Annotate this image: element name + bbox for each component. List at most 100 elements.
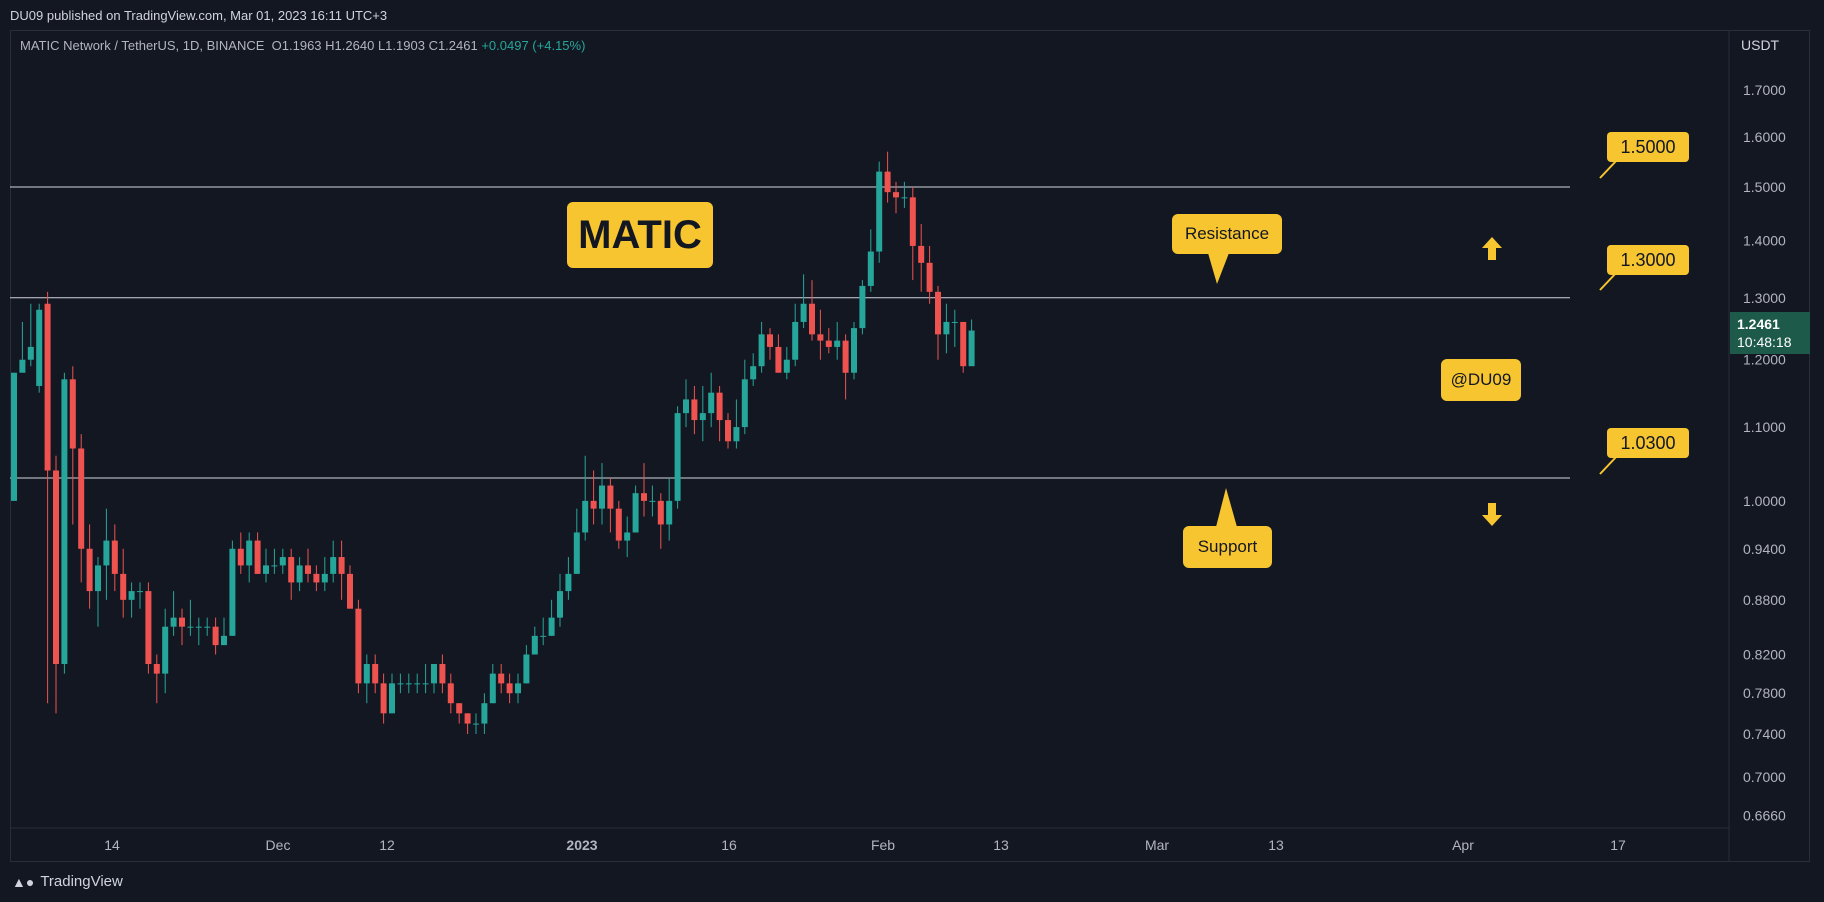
time-tick-label: 2023 — [566, 837, 597, 853]
candle-body — [95, 565, 101, 592]
candle-body — [893, 192, 899, 198]
candle-body — [699, 413, 706, 421]
price-tick-label: 0.7000 — [1743, 769, 1786, 785]
candle-body — [288, 557, 295, 583]
candle-body — [103, 540, 110, 566]
candle-body — [11, 372, 17, 501]
candle-body — [842, 340, 849, 373]
candle-body — [347, 573, 353, 609]
candle-body — [750, 366, 757, 380]
resistance-callout[interactable]: Resistance — [1172, 214, 1282, 254]
author-callout[interactable]: @DU09 — [1441, 359, 1521, 401]
tradingview-logo[interactable]: ▲● TradingView — [12, 873, 123, 890]
candle-body — [641, 493, 647, 501]
bar-countdown: 10:48:18 — [1737, 334, 1792, 350]
candle-body — [624, 532, 631, 541]
time-tick-label: 12 — [379, 837, 395, 853]
candle-body — [960, 321, 967, 367]
candle-body — [195, 626, 202, 628]
candle-body — [61, 379, 68, 665]
candle-body — [792, 321, 799, 360]
level-connector — [1599, 159, 1618, 179]
candle-body — [918, 245, 925, 263]
matic-label[interactable]: MATIC — [567, 202, 713, 268]
candle-body — [800, 303, 807, 322]
price-tick-label: 0.9400 — [1743, 541, 1786, 557]
candle-body — [741, 379, 748, 428]
tradingview-brand: TradingView — [40, 873, 123, 890]
candle-body — [968, 330, 975, 367]
ohlc-high: H1.2640 — [325, 38, 375, 53]
candle-body — [19, 359, 26, 373]
candle-body — [859, 285, 866, 329]
candle-body — [389, 683, 395, 714]
candle-body — [153, 664, 160, 674]
tradingview-mark-icon: ▲● — [12, 873, 35, 890]
time-tick-label: Mar — [1145, 837, 1169, 853]
ohlc-close: C1.2461 — [428, 38, 478, 53]
candle-body — [935, 291, 941, 335]
candle-body — [221, 635, 227, 646]
candle-body — [691, 399, 698, 421]
candle-body — [767, 334, 773, 347]
candle-body — [884, 171, 891, 193]
level-label-high[interactable]: 1.5000 — [1607, 132, 1689, 162]
candle-body — [867, 251, 874, 286]
time-tick-label: 17 — [1610, 837, 1626, 853]
candle-body — [212, 626, 219, 646]
candle-body — [607, 485, 614, 509]
candle-body — [439, 664, 446, 684]
candle-body — [44, 303, 51, 471]
candle-body — [515, 683, 521, 694]
candle-body — [254, 540, 261, 574]
candle-body — [414, 683, 421, 685]
candle-body — [825, 340, 832, 347]
candle-body — [489, 673, 496, 704]
candle-body — [380, 683, 387, 714]
candle-body — [926, 262, 933, 292]
time-tick-label: Feb — [871, 837, 895, 853]
candle-body — [548, 617, 555, 636]
level-label-mid[interactable]: 1.3000 — [1607, 245, 1689, 275]
ohlc-change: +0.0497 (+4.15%) — [481, 38, 586, 53]
candle-body — [204, 626, 211, 628]
ohlc-open: O1.1963 — [271, 38, 322, 53]
publish-info: DU09 published on TradingView.com, Mar 0… — [10, 8, 388, 23]
candle-body — [363, 664, 370, 684]
candle-body — [86, 548, 93, 592]
candle-body — [447, 683, 454, 704]
level-connector — [1599, 455, 1618, 475]
chart-frame — [10, 30, 1810, 862]
candle-body — [179, 617, 185, 627]
candle-body — [36, 309, 43, 386]
candle-body — [632, 493, 639, 533]
level-label-low[interactable]: 1.0300 — [1607, 428, 1689, 458]
candle-body — [330, 557, 337, 574]
candle-body — [590, 500, 597, 509]
candle-body — [573, 532, 580, 574]
candle-body — [817, 334, 824, 341]
price-tick-label: 1.2000 — [1743, 352, 1786, 368]
candle-body — [523, 654, 530, 684]
support-callout[interactable]: Support — [1183, 526, 1272, 568]
last-price: 1.2461 — [1737, 316, 1780, 332]
arrow-up-icon — [1482, 237, 1502, 260]
candle-body — [876, 171, 883, 252]
candle-body — [901, 197, 908, 199]
candle-body — [78, 448, 85, 549]
candle-body — [708, 392, 715, 414]
candle-body — [540, 635, 547, 637]
candle-body — [53, 470, 59, 665]
candle-body — [951, 321, 958, 323]
last-price-tag: 1.2461 10:48:18 — [1730, 312, 1810, 354]
candle-body — [296, 565, 303, 583]
price-tick-label: 1.3000 — [1743, 290, 1786, 306]
candle-body — [372, 664, 379, 684]
candle-body — [851, 328, 857, 373]
candle-body — [69, 379, 76, 449]
candle-body — [431, 664, 437, 684]
candle-body — [657, 500, 664, 525]
candle-body — [279, 557, 286, 566]
candle-body — [237, 548, 244, 566]
